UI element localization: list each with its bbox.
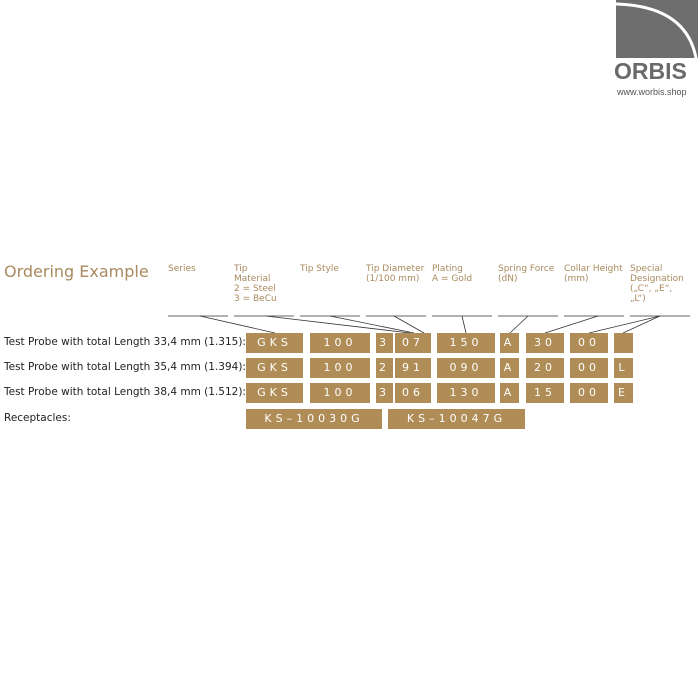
page-title: Ordering Example [4, 262, 149, 281]
logo-brand: ORBIS [614, 58, 687, 84]
connector [622, 315, 661, 334]
code-box: 91 [395, 358, 431, 378]
connector [544, 315, 599, 334]
code-box: 20 [526, 358, 564, 378]
code-box: 090 [437, 358, 495, 378]
code-box: 150 [437, 333, 495, 353]
code-box: 15 [526, 383, 564, 403]
connector [393, 315, 425, 334]
code-box: 00 [570, 383, 608, 403]
code-box: GKS [246, 333, 303, 353]
receptacles-label: Receptacles: [4, 412, 71, 424]
code-box: E [614, 383, 633, 403]
column-header: Tip Style [300, 264, 339, 274]
column-header: Spring Force (dN) [498, 264, 555, 284]
code-box: A [500, 383, 519, 403]
column-header: Plating A = Gold [432, 264, 473, 284]
code-box: 30 [526, 333, 564, 353]
connector [265, 315, 411, 334]
column-header: Tip Diameter (1/100 mm) [366, 264, 425, 284]
code-box: 2 [376, 358, 393, 378]
code-box: 3 [376, 333, 393, 353]
row-label: Test Probe with total Length 33,4 mm (1.… [4, 336, 246, 348]
code-box: 00 [570, 333, 608, 353]
code-box: GKS [246, 358, 303, 378]
code-box: 07 [395, 333, 431, 353]
column-header: Special Designation („C“, „E“, „L“) [630, 264, 684, 304]
logo-arc-icon [616, 2, 698, 58]
column-header: Tip Material 2 = Steel 3 = BeCu [234, 264, 277, 304]
code-box: L [614, 358, 633, 378]
code-box: 3 [376, 383, 393, 403]
code-box: A [500, 333, 519, 353]
code-box [614, 333, 633, 353]
code-box: 100 [310, 383, 370, 403]
receptacle-box: KS–10030G [246, 409, 382, 429]
connector [509, 315, 529, 334]
code-box: 100 [310, 358, 370, 378]
connector [199, 315, 276, 334]
logo-url[interactable]: www.worbis.shop [617, 87, 687, 97]
row-label: Test Probe with total Length 35,4 mm (1.… [4, 361, 246, 373]
column-header: Collar Height (mm) [564, 264, 623, 284]
code-box: 00 [570, 358, 608, 378]
code-box: GKS [246, 383, 303, 403]
code-box: 130 [437, 383, 495, 403]
row-label: Test Probe with total Length 38,4 mm (1.… [4, 386, 246, 398]
code-box: 100 [310, 333, 370, 353]
connector [588, 315, 661, 334]
receptacle-box: KS–10047G [388, 409, 525, 429]
code-box: 06 [395, 383, 431, 403]
logo-mark [616, 0, 698, 58]
code-box: A [500, 358, 519, 378]
connector [461, 315, 467, 334]
connector [329, 315, 415, 334]
column-header: Series [168, 264, 196, 274]
